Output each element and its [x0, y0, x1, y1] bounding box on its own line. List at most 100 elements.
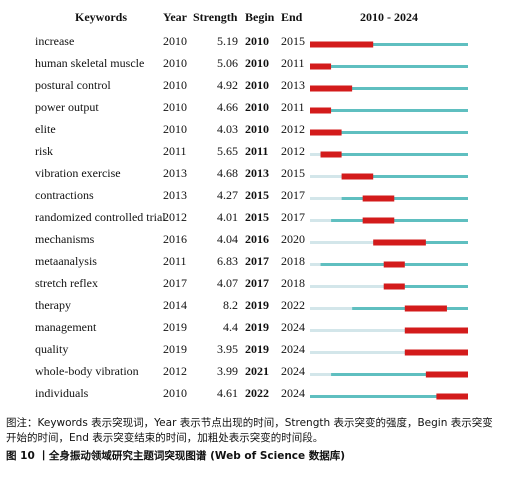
end: 2011 — [281, 56, 305, 70]
active-span — [310, 65, 468, 68]
inactive-span — [310, 351, 405, 354]
strength: 3.99 — [217, 364, 238, 378]
keyword: elite — [35, 122, 56, 136]
begin: 2022 — [245, 386, 269, 400]
column-header: Begin — [245, 10, 275, 24]
keyword: quality — [35, 342, 68, 356]
keyword: stretch reflex — [35, 276, 98, 290]
end: 2015 — [281, 166, 305, 180]
year: 2013 — [163, 166, 187, 180]
year: 2010 — [163, 34, 187, 48]
begin: 2017 — [245, 276, 269, 290]
active-span — [310, 109, 468, 112]
active-span — [310, 131, 468, 134]
strength: 4.03 — [217, 122, 238, 136]
end: 2011 — [281, 100, 305, 114]
inactive-span — [310, 373, 332, 376]
strength: 6.83 — [217, 254, 238, 268]
begin: 2015 — [245, 210, 269, 224]
end: 2012 — [281, 144, 305, 158]
keyword: increase — [35, 34, 74, 48]
column-header: Year — [163, 10, 188, 24]
active-span — [310, 43, 468, 46]
strength: 8.2 — [223, 298, 238, 312]
year: 2010 — [163, 386, 187, 400]
end: 2015 — [281, 34, 305, 48]
inactive-span — [310, 329, 405, 332]
burst — [425, 371, 468, 378]
keyword: vibration exercise — [35, 166, 121, 180]
strength: 4.4 — [223, 320, 238, 334]
burst — [310, 85, 353, 92]
strength: 4.66 — [217, 100, 238, 114]
year: 2016 — [163, 232, 187, 246]
strength: 4.61 — [217, 386, 238, 400]
burst — [362, 217, 395, 224]
begin: 2019 — [245, 298, 269, 312]
strength: 4.04 — [217, 232, 238, 246]
inactive-span — [310, 219, 332, 222]
keyword: individuals — [35, 386, 89, 400]
keyword: power output — [35, 100, 99, 114]
end: 2024 — [281, 320, 305, 334]
end: 2017 — [281, 210, 305, 224]
active-span — [331, 373, 468, 376]
year: 2014 — [163, 298, 187, 312]
keyword: mechanisms — [35, 232, 95, 246]
begin: 2021 — [245, 364, 269, 378]
end: 2020 — [281, 232, 305, 246]
begin: 2010 — [245, 122, 269, 136]
burst — [310, 41, 374, 48]
column-header: 2010 - 2024 — [360, 10, 418, 24]
strength: 3.95 — [217, 342, 238, 356]
burst — [373, 239, 426, 246]
end: 2013 — [281, 78, 305, 92]
year: 2013 — [163, 188, 187, 202]
burst — [436, 393, 468, 400]
burst — [310, 107, 332, 114]
year: 2010 — [163, 78, 187, 92]
inactive-span — [310, 153, 321, 156]
begin: 2010 — [245, 56, 269, 70]
year: 2012 — [163, 210, 187, 224]
year: 2017 — [163, 276, 187, 290]
begin: 2013 — [245, 166, 269, 180]
strength: 5.06 — [217, 56, 238, 70]
inactive-span — [310, 197, 342, 200]
caption-title: 图 10 丨全身振动领域研究主题词突现图谱 (Web of Science 数据… — [6, 450, 346, 462]
burst — [341, 173, 374, 180]
active-span — [383, 285, 468, 288]
begin: 2016 — [245, 232, 269, 246]
end: 2024 — [281, 364, 305, 378]
keyword: risk — [35, 144, 53, 158]
keyword: metaanalysis — [35, 254, 97, 268]
end: 2024 — [281, 386, 305, 400]
strength: 4.92 — [217, 78, 238, 92]
begin: 2015 — [245, 188, 269, 202]
begin: 2010 — [245, 100, 269, 114]
strength: 4.27 — [217, 188, 238, 202]
end: 2024 — [281, 342, 305, 356]
keyword: contractions — [35, 188, 94, 202]
strength: 4.01 — [217, 210, 238, 224]
end: 2017 — [281, 188, 305, 202]
begin: 2019 — [245, 342, 269, 356]
year: 2010 — [163, 56, 187, 70]
year: 2012 — [163, 364, 187, 378]
year: 2019 — [163, 342, 187, 356]
keyword: postural control — [35, 78, 111, 92]
strength: 5.65 — [217, 144, 238, 158]
column-header: Keywords — [75, 10, 127, 24]
begin: 2017 — [245, 254, 269, 268]
active-span — [320, 153, 468, 156]
end: 2012 — [281, 122, 305, 136]
burst — [404, 327, 468, 334]
year: 2019 — [163, 320, 187, 334]
begin: 2010 — [245, 78, 269, 92]
begin: 2010 — [245, 34, 269, 48]
begin: 2019 — [245, 320, 269, 334]
column-header: Strength — [193, 10, 238, 24]
keyword: management — [35, 320, 97, 334]
burst-table: Keywords Year Strength Begin End 2010 - 2024 i… — [35, 10, 468, 400]
